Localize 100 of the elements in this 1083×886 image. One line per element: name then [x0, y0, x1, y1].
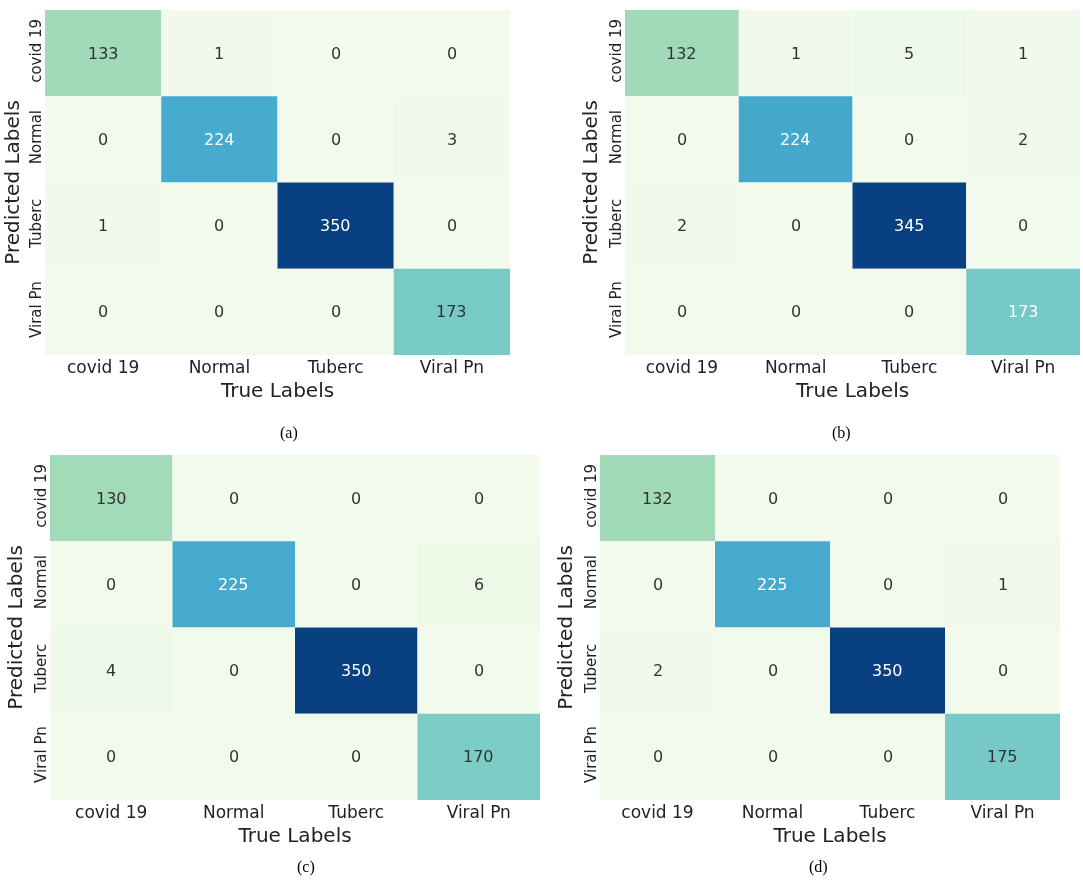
data-label: 1 — [214, 44, 225, 63]
text: (c) — [297, 858, 315, 876]
y-tick-label: covid 19 — [607, 18, 625, 83]
data-label: 0 — [474, 661, 485, 680]
data-label: 1 — [98, 216, 109, 235]
data-label: 175 — [987, 747, 1018, 766]
data-label: 225 — [757, 575, 788, 594]
data-label: 0 — [768, 489, 779, 508]
data-label: 0 — [653, 575, 664, 594]
data-label: 0 — [1018, 216, 1029, 235]
data-label: 0 — [677, 130, 688, 149]
data-label: 0 — [883, 575, 894, 594]
y-tick-label: Normal — [32, 554, 50, 610]
data-label: 0 — [998, 661, 1009, 680]
data-label: 225 — [218, 575, 249, 594]
data-label: 1 — [1018, 44, 1029, 63]
data-label: 0 — [351, 747, 362, 766]
data-label: 0 — [677, 302, 688, 321]
data-label: 6 — [474, 575, 485, 594]
y-tick-label: Tuberc — [27, 198, 45, 249]
x-tick-label: Tuberc — [880, 357, 938, 377]
y-tick-label: Viral Pn — [607, 281, 625, 338]
x-tick-label: Tuberc — [327, 802, 385, 822]
data-label: 3 — [447, 130, 458, 149]
data-label: 0 — [447, 44, 458, 63]
x-axis-title: True Labels — [794, 377, 910, 402]
y-axis-title: Predicted Labels — [577, 100, 602, 265]
x-axis-title: True Labels — [237, 822, 352, 847]
data-label: 0 — [653, 747, 664, 766]
text: (b) — [832, 424, 851, 442]
data-label: 0 — [351, 489, 362, 508]
x-tick-label: Normal — [188, 357, 251, 377]
data-label: 350 — [341, 661, 372, 680]
y-tick-label: Tuberc — [32, 643, 50, 694]
x-axis-title: True Labels — [772, 822, 887, 847]
data-label: 0 — [98, 302, 109, 321]
data-label: 173 — [436, 302, 467, 321]
data-label: 2 — [677, 216, 688, 235]
y-axis-title: Predicted Labels — [2, 545, 27, 710]
data-label: 0 — [883, 747, 894, 766]
y-tick-label: Viral Pn — [582, 726, 600, 783]
data-label: 0 — [229, 661, 240, 680]
text: (d) — [809, 858, 828, 876]
data-label: 0 — [214, 216, 225, 235]
data-label: 0 — [229, 747, 240, 766]
data-label: 0 — [883, 489, 894, 508]
data-label: 5 — [904, 44, 915, 63]
data-label: 130 — [96, 489, 127, 508]
data-label: 132 — [642, 489, 673, 508]
y-axis-title: Predicted Labels — [0, 100, 24, 265]
data-label: 132 — [666, 44, 697, 63]
x-tick-label: Viral Pn — [419, 357, 485, 377]
data-label: 1 — [791, 44, 802, 63]
y-tick-label: Normal — [607, 109, 625, 165]
data-label: 0 — [106, 747, 117, 766]
x-tick-label: covid 19 — [75, 802, 148, 822]
data-label: 345 — [894, 216, 925, 235]
data-label: 0 — [214, 302, 225, 321]
y-tick-label: Tuberc — [607, 198, 625, 249]
data-label: 0 — [768, 661, 779, 680]
data-label: 0 — [98, 130, 109, 149]
y-tick-label: Tuberc — [582, 643, 600, 694]
data-label: 350 — [872, 661, 903, 680]
data-label: 0 — [791, 302, 802, 321]
data-label: 0 — [998, 489, 1009, 508]
data-label: 1 — [998, 575, 1009, 594]
data-label: 133 — [88, 44, 119, 63]
data-label: 4 — [106, 661, 117, 680]
y-tick-label: covid 19 — [27, 18, 45, 83]
data-label: 0 — [447, 216, 458, 235]
x-tick-label: Tuberc — [306, 357, 364, 377]
data-label: 0 — [791, 216, 802, 235]
data-label: 0 — [904, 130, 915, 149]
y-tick-label: covid 19 — [582, 463, 600, 528]
data-label: 0 — [331, 44, 342, 63]
data-label: 0 — [331, 302, 342, 321]
data-label: 0 — [331, 130, 342, 149]
x-tick-label: covid 19 — [645, 357, 719, 377]
y-tick-label: Viral Pn — [27, 281, 45, 338]
x-tick-label: covid 19 — [621, 802, 694, 822]
data-label: 0 — [106, 575, 117, 594]
data-label: 2 — [1018, 130, 1029, 149]
data-label: 0 — [904, 302, 915, 321]
y-tick-label: covid 19 — [32, 463, 50, 528]
x-tick-label: Viral Pn — [970, 802, 1035, 822]
x-tick-label: covid 19 — [66, 357, 140, 377]
data-label: 0 — [229, 489, 240, 508]
data-label: 224 — [780, 130, 811, 149]
data-label: 170 — [463, 747, 494, 766]
x-tick-label: Viral Pn — [991, 357, 1056, 377]
text: (a) — [280, 424, 298, 442]
y-axis-title: Predicted Labels — [552, 545, 577, 710]
x-tick-label: Normal — [764, 357, 827, 377]
data-label: 0 — [768, 747, 779, 766]
y-tick-label: Normal — [582, 554, 600, 610]
x-axis-title: True Labels — [219, 377, 335, 402]
y-tick-label: Normal — [27, 109, 45, 165]
data-label: 0 — [351, 575, 362, 594]
x-tick-label: Normal — [741, 802, 804, 822]
data-label: 0 — [474, 489, 485, 508]
